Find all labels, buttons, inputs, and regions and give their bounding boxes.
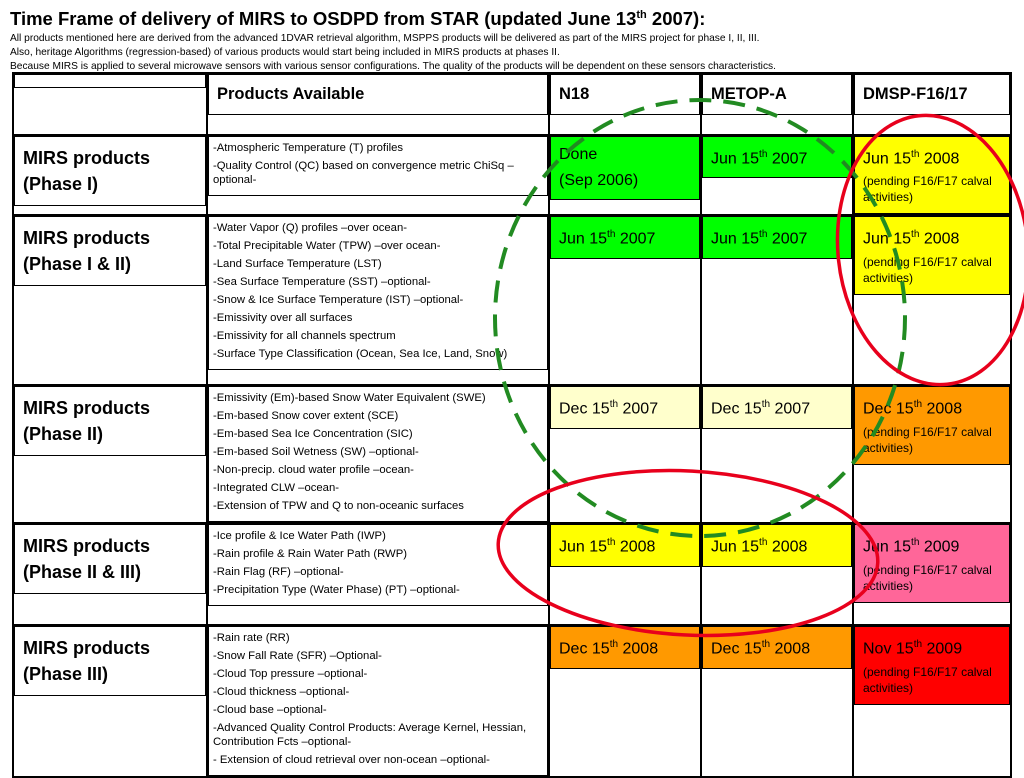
- products-cell: -Emissivity (Em)-based Snow Water Equiva…: [206, 384, 550, 525]
- table-row-phase-1: MIRS products (Phase I) -Atmospheric Temp…: [12, 133, 1012, 217]
- dmsp-date-cell: Jun 15th 2008 (pending F16/F17 calval act…: [852, 214, 1012, 387]
- n18-date-cell: Jun 15th 2007: [548, 214, 702, 387]
- header-n18-cell: N18: [548, 72, 702, 136]
- phase-label-cell: MIRS products (Phase II & III): [12, 522, 208, 627]
- phase-label-cell: MIRS products (Phase I & II): [12, 214, 208, 387]
- page-title: Time Frame of delivery of MIRS to OSDPD …: [10, 8, 706, 29]
- metop-date-cell: Jun 15th 2008: [700, 522, 854, 627]
- table-row-phase-1-2: MIRS products (Phase I & II) -Water Vapor…: [12, 214, 1012, 387]
- metop-date-cell: Jun 15th 2007: [700, 133, 854, 217]
- header-dmsp-cell: DMSP-F16/17: [852, 72, 1012, 136]
- metop-date-cell: Dec 15th 2007: [700, 384, 854, 525]
- dmsp-date-cell: Nov 15th 2009 (pending F16/F17 calval act…: [852, 624, 1012, 778]
- products-cell: -Atmospheric Temperature (T) profiles -Qu…: [206, 133, 550, 217]
- n18-date-cell: Dec 15th 2007: [548, 384, 702, 525]
- table-row-phase-2-3: MIRS products (Phase II & III) -Ice profi…: [12, 522, 1012, 627]
- products-cell: -Water Vapor (Q) profiles –over ocean- -T…: [206, 214, 550, 387]
- note-line-3: Because MIRS is applied to several micro…: [10, 61, 776, 72]
- header-blank-cell: [12, 72, 208, 136]
- phase-label-cell: MIRS products (Phase II): [12, 384, 208, 525]
- dmsp-date-cell: Jun 15th 2008 (pending F16/F17 calval act…: [852, 133, 1012, 217]
- table-row-phase-3: MIRS products (Phase III) -Rain rate (RR)…: [12, 624, 1012, 778]
- dmsp-date-cell: Jun 15th 2009 (pending F16/F17 calval act…: [852, 522, 1012, 627]
- metop-date-cell: Dec 15th 2008: [700, 624, 854, 778]
- note-line-1: All products mentioned here are derived …: [10, 33, 760, 44]
- n18-date-cell: Jun 15th 2008: [548, 522, 702, 627]
- metop-date-cell: Jun 15th 2007: [700, 214, 854, 387]
- products-cell: -Ice profile & Ice Water Path (IWP) -Rain…: [206, 522, 550, 627]
- phase-label-cell: MIRS products (Phase III): [12, 624, 208, 778]
- note-line-2: Also, heritage Algorithms (regression-ba…: [10, 47, 560, 58]
- header-products-cell: Products Available: [206, 72, 550, 136]
- n18-date-cell: Done (Sep 2006): [548, 133, 702, 217]
- dmsp-date-cell: Dec 15th 2008 (pending F16/F17 calval act…: [852, 384, 1012, 525]
- header-row: Products Available N18 METOP-A DMSP-F16/…: [12, 72, 1012, 136]
- n18-date-cell: Dec 15th 2008: [548, 624, 702, 778]
- header-metop-cell: METOP-A: [700, 72, 854, 136]
- products-cell: -Rain rate (RR) -Snow Fall Rate (SFR) –Op…: [206, 624, 550, 778]
- delivery-schedule-table: Products Available N18 METOP-A DMSP-F16/…: [12, 72, 1012, 778]
- phase-label-cell: MIRS products (Phase I): [12, 133, 208, 217]
- table-row-phase-2: MIRS products (Phase II) -Emissivity (Em)…: [12, 384, 1012, 525]
